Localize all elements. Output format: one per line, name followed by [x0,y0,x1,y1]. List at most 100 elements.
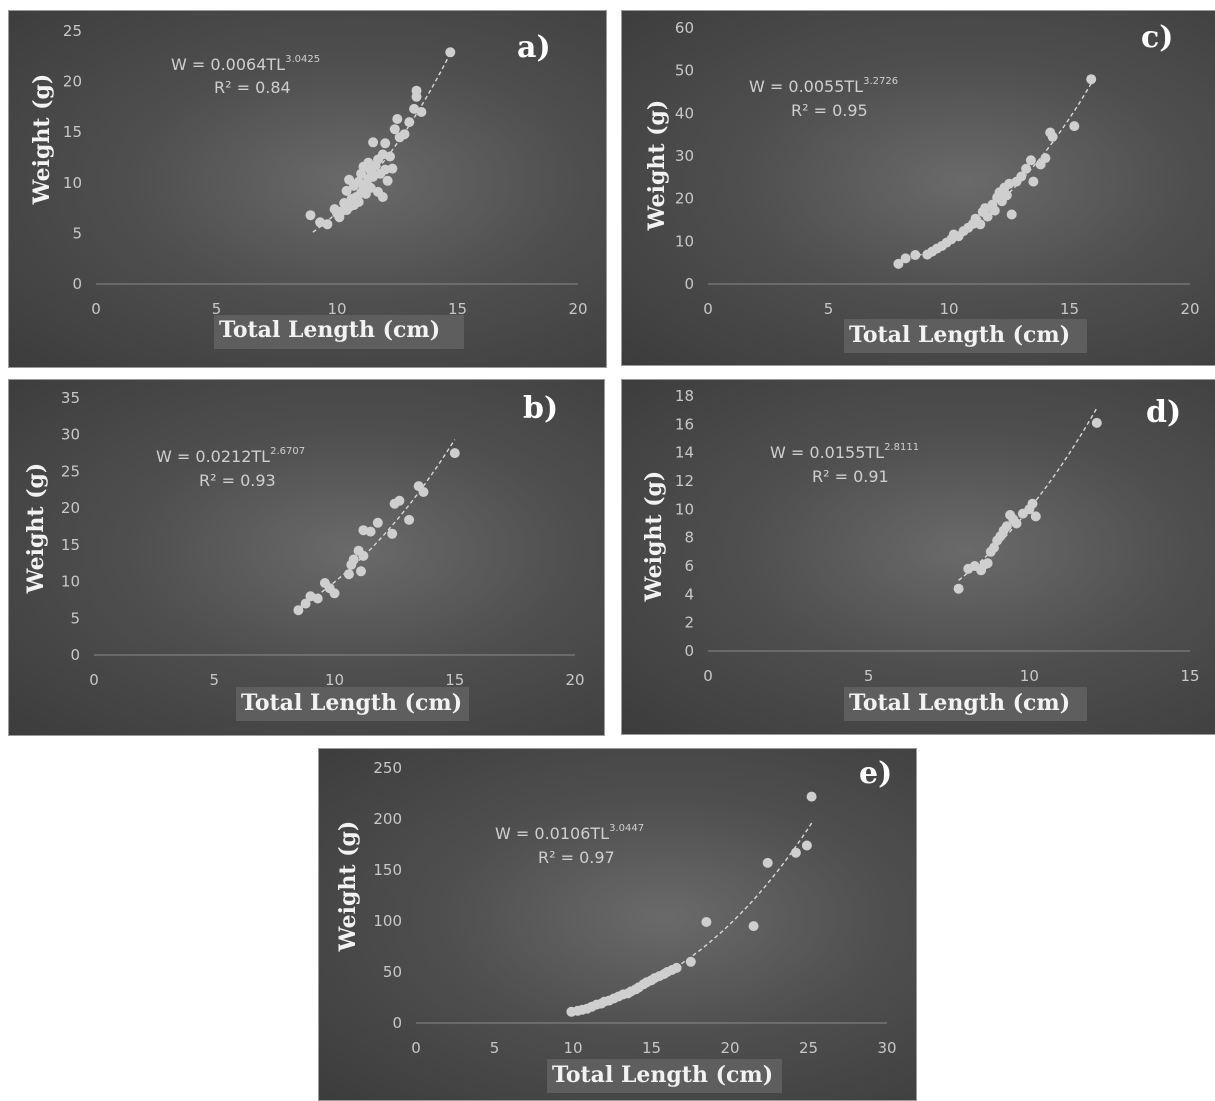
x-axis-title-box [547,1059,782,1093]
data-point [1086,74,1097,85]
x-tick-label: 20 [565,671,584,689]
data-point [305,210,316,221]
data-point [1025,155,1036,166]
y-tick-label: 10 [675,500,694,518]
x-axis-title: Total Length (cm) [241,690,462,716]
y-tick-label: 20 [61,499,80,517]
data-point [1001,190,1012,201]
x-tick-label: 25 [799,1039,818,1057]
y-tick-label: 0 [72,275,82,293]
data-point [975,219,986,230]
x-tick-label: 10 [327,300,346,318]
y-axis-title: Weight (g) [644,100,670,232]
data-point [1030,511,1041,522]
data-point [404,117,415,128]
x-tick-label: 30 [877,1039,896,1057]
x-tick-label: 0 [703,667,713,685]
equation-lhs: W = 0.0055TL [749,77,863,96]
y-tick-label: 4 [684,585,694,603]
data-point [329,588,340,599]
data-point [380,138,391,149]
y-tick-label: 2 [684,614,694,632]
data-point [411,85,422,96]
y-tick-label: 6 [684,557,694,575]
trendline [898,78,1095,265]
x-tick-label: 15 [1180,667,1199,685]
x-tick-label: 10 [1020,667,1039,685]
data-point [341,185,352,196]
trend-equation: W = 0.0055TL3.2726 [749,76,898,96]
r-squared: R² = 0.97 [538,848,615,867]
y-tick-label: 200 [373,810,402,828]
x-tick-label: 20 [1180,300,1199,318]
chart-svg-b: 0 5 10 15 20 25 30 35 0 5 10 15 20 W = 0.0212TL2.6707… [23,389,585,721]
chart-panel-b: 0 5 10 15 20 25 30 35 0 5 10 15 20 W = 0.0212TL2.6707… [8,379,605,736]
y-tick-label: 50 [675,62,694,80]
data-point [377,192,388,202]
data-point [953,583,964,594]
chart-svg-d: 0 2 4 6 8 10 12 14 16 18 0 5 10 15 W = 0.0155TL2.8111 R… [641,387,1200,721]
y-tick-label: 14 [675,444,694,462]
trend-equation: W = 0.0064TL3.0425 [171,54,320,74]
x-tick-label: 15 [448,300,467,318]
data-point [348,554,359,565]
data-point [445,47,456,58]
data-point [356,566,366,577]
data-point [343,569,354,580]
data-point [372,517,383,528]
data-point [790,847,801,858]
x-axis-title-box [214,315,464,349]
y-tick-label: 5 [70,609,80,627]
data-point [368,137,379,148]
x-tick-label: 5 [824,300,834,318]
y-tick-label: 150 [373,861,402,879]
data-point [1091,417,1102,428]
data-point [685,956,696,967]
y-axis-title: Weight (g) [335,821,361,953]
equation-exponent: 3.0425 [285,54,320,65]
x-axis-title-box [236,687,469,721]
equation-lhs: W = 0.0106TL [495,824,609,843]
equation-lhs: W = 0.0212TL [156,447,270,466]
x-axis-title-box [844,687,1087,721]
chart-panel-e: 0 50 100 150 200 250 0 5 10 15 20 25 30 W = 0.0106TL3… [318,748,917,1101]
x-tick-label: 10 [939,300,958,318]
x-axis-title: Total Length (cm) [552,1062,773,1088]
data-point [1069,121,1080,132]
data-point [382,175,393,186]
data-point [748,921,759,932]
data-point [1028,176,1039,187]
data-point [353,197,364,207]
x-tick-label: 0 [89,671,99,689]
y-tick-label: 10 [675,232,694,250]
y-tick-label: 15 [63,123,82,141]
r-squared: R² = 0.91 [812,467,889,486]
data-point [671,962,682,973]
data-point [1016,171,1027,182]
x-tick-label: 0 [91,300,101,318]
x-tick-label: 0 [411,1039,421,1057]
data-point [358,550,369,561]
y-axis-title: Weight (g) [23,463,49,595]
data-point [416,107,427,117]
y-tick-label: 5 [72,224,82,242]
y-tick-label: 10 [63,174,82,192]
data-point [900,253,911,264]
chart-panel-a: 0 5 10 15 20 25 0 5 10 15 20 W = 0.0064TL3.0425 R² =… [8,10,607,368]
data-point [312,593,323,604]
data-point [982,558,993,569]
y-axis-title: Weight (g) [641,471,667,603]
data-point [1040,153,1051,164]
data-point [322,219,333,230]
chart-svg-a: 0 5 10 15 20 25 0 5 10 15 20 W = 0.0064TL3.0425 R² =… [29,22,588,349]
x-tick-label: 10 [563,1039,582,1057]
data-point [394,495,405,506]
equation-exponent: 3.2726 [863,76,898,87]
data-point [404,514,415,525]
equation-lhs: W = 0.0064TL [171,55,285,74]
y-tick-label: 15 [61,536,80,554]
data-point [418,487,429,497]
panel-label: b) [523,391,558,426]
equation-exponent: 2.6707 [270,446,305,457]
y-tick-label: 25 [61,462,80,480]
